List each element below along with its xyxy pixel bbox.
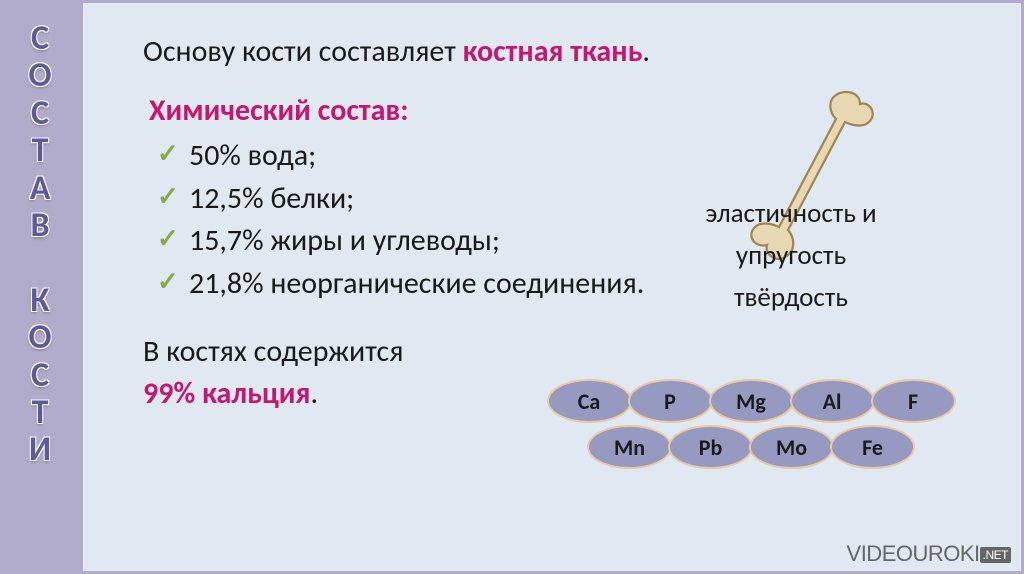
properties-list: эластичность иупругостьтвёрдость <box>651 193 931 319</box>
watermark: VIDEOUROKI.NET <box>847 541 1011 567</box>
element-badge: Pb <box>668 425 753 469</box>
sidebar-letter: Т <box>32 394 49 431</box>
sidebar-letter: В <box>30 207 49 244</box>
sidebar-letter: О <box>29 57 52 94</box>
slide-heading: Основу кости составляет костная ткань. <box>143 33 981 70</box>
sidebar-letter: А <box>30 170 51 207</box>
element-badge: Fe <box>830 425 915 469</box>
sidebar-letter <box>36 244 44 281</box>
property-line: твёрдость <box>651 277 931 319</box>
calcium-line1: В костях содержится <box>143 333 403 370</box>
element-badge: Mn <box>587 425 672 469</box>
heading-suffix: . <box>642 33 650 70</box>
element-badge: Mg <box>709 379 794 423</box>
sidebar-letter: С <box>31 95 49 132</box>
heading-highlight: костная ткань <box>463 33 643 70</box>
heading-prefix: Основу кости составляет <box>143 33 463 70</box>
element-badge: Al <box>790 379 875 423</box>
sidebar-letter: Т <box>32 132 49 169</box>
sidebar-letter: К <box>30 282 49 319</box>
element-badge: P <box>628 379 713 423</box>
calcium-suffix: . <box>310 375 318 412</box>
element-badge: Mo <box>749 425 834 469</box>
element-badge: Ca <box>547 379 632 423</box>
elements-row: CaPMgAlF <box>541 379 961 423</box>
calcium-highlight: 99% кальция <box>143 375 310 412</box>
sidebar-letter: С <box>31 357 49 394</box>
elements-row: MnPbMoFe <box>541 425 961 469</box>
watermark-text: VIDEOUROKI <box>847 541 980 566</box>
sidebar-letter: О <box>29 319 52 356</box>
sidebar-letter: И <box>29 431 51 468</box>
sidebar-letter: С <box>31 20 49 57</box>
elements-chart: CaPMgAlFMnPbMoFe <box>541 379 961 471</box>
element-badge: F <box>871 379 956 423</box>
property-line: упругость <box>651 235 931 277</box>
property-line: эластичность и <box>651 193 931 235</box>
sidebar: СОСТАВ КОСТИ <box>0 0 80 574</box>
watermark-suffix: .NET <box>980 547 1011 563</box>
slide-main: Основу кости составляет костная ткань. Х… <box>80 0 1024 574</box>
